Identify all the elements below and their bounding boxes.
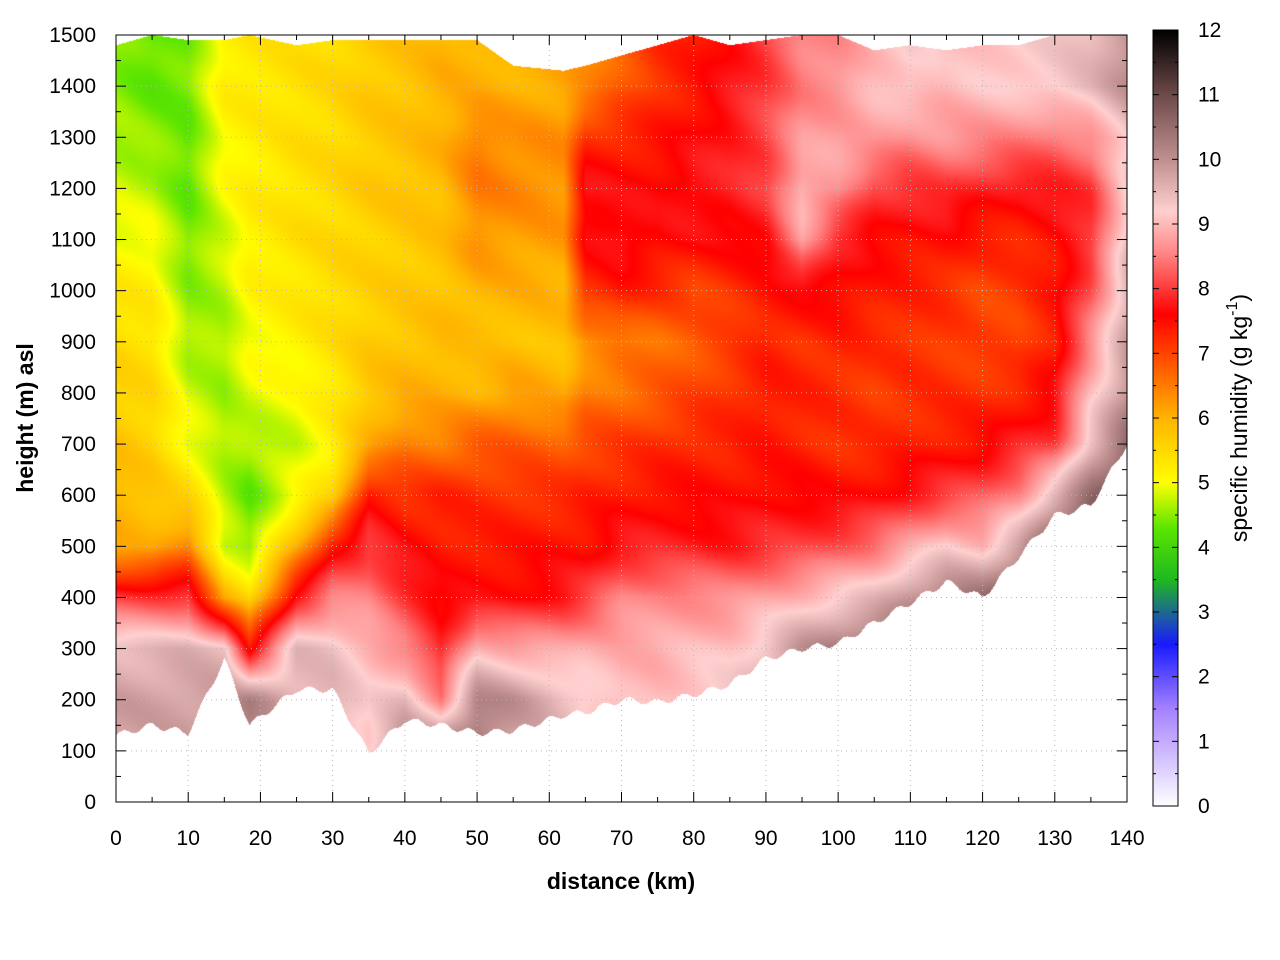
colorbar-tick-label: 5 [1198,472,1210,495]
x-tick-label: 10 [177,827,200,850]
heatmap-field [116,35,1127,802]
x-tick-label: 130 [1037,827,1072,850]
y-tick-label: 700 [61,433,96,456]
y-tick-label: 500 [61,535,96,558]
colorbar-tick-label: 4 [1198,536,1210,559]
y-tick-label: 400 [61,586,96,609]
y-tick-label: 1500 [49,24,96,47]
colorbar-tick-label: 11 [1198,84,1220,107]
x-tick-label: 140 [1109,827,1144,850]
y-tick-label: 1400 [49,75,96,98]
colorbar-tick-label: 8 [1198,278,1210,301]
x-tick-label: 110 [894,827,927,850]
grid-lines [116,35,1127,802]
x-tick-label: 90 [754,827,777,850]
colorbar-tick-label: 12 [1198,19,1221,42]
x-tick-label: 0 [110,827,122,850]
x-tick-label: 40 [393,827,416,850]
x-tick-label: 50 [465,827,488,850]
y-tick-label: 600 [61,484,96,507]
colorbar-tick-label: 3 [1198,601,1210,624]
colorbar-title-main: specific humidity (g kg [1226,316,1252,542]
x-tick-label: 30 [321,827,344,850]
plot-area [116,35,1127,802]
colorbar-tick-label: 7 [1198,342,1210,365]
y-tick-label: 900 [61,331,96,354]
y-tick-label: 1000 [49,280,96,303]
colorbar-tick-label: 2 [1198,666,1210,689]
colorbar-title: specific humidity (g kg-1) [1224,294,1252,542]
y-tick-label: 200 [61,689,96,712]
x-tick-label: 100 [821,827,856,850]
x-tick-label: 60 [538,827,561,850]
y-tick-label: 0 [84,791,96,814]
x-tick-label: 20 [249,827,272,850]
y-tick-label: 1200 [49,177,96,200]
y-axis-title: height (m) asl [12,343,38,493]
y-axis: 0 100 200 300 400 500 600 700 800 900 1000 1100 1200… [49,24,1127,814]
y-tick-label: 800 [61,382,96,405]
y-tick-label: 1300 [49,126,96,149]
x-axis-title: distance (km) [547,868,695,894]
colorbar-title-end: ) [1226,294,1252,302]
colorbar-tick-label: 10 [1198,148,1221,171]
colorbar-tick-label: 9 [1198,213,1210,236]
x-tick-label: 120 [965,827,1000,850]
colorbar-tick-label: 6 [1198,407,1210,430]
y-tick-label: 100 [61,740,96,763]
y-tick-label: 300 [61,638,96,661]
x-tick-label: 80 [682,827,705,850]
colorbar-title-superscript: -1 [1224,302,1241,316]
y-tick-label: 1100 [51,229,96,252]
x-axis: 0 10 20 30 40 50 60 70 80 90 100 110 120 130 140 [110,35,1145,850]
colorbar-tick-label: 0 [1198,795,1210,818]
x-tick-label: 70 [610,827,633,850]
colorbar-tick-label: 1 [1198,730,1210,753]
